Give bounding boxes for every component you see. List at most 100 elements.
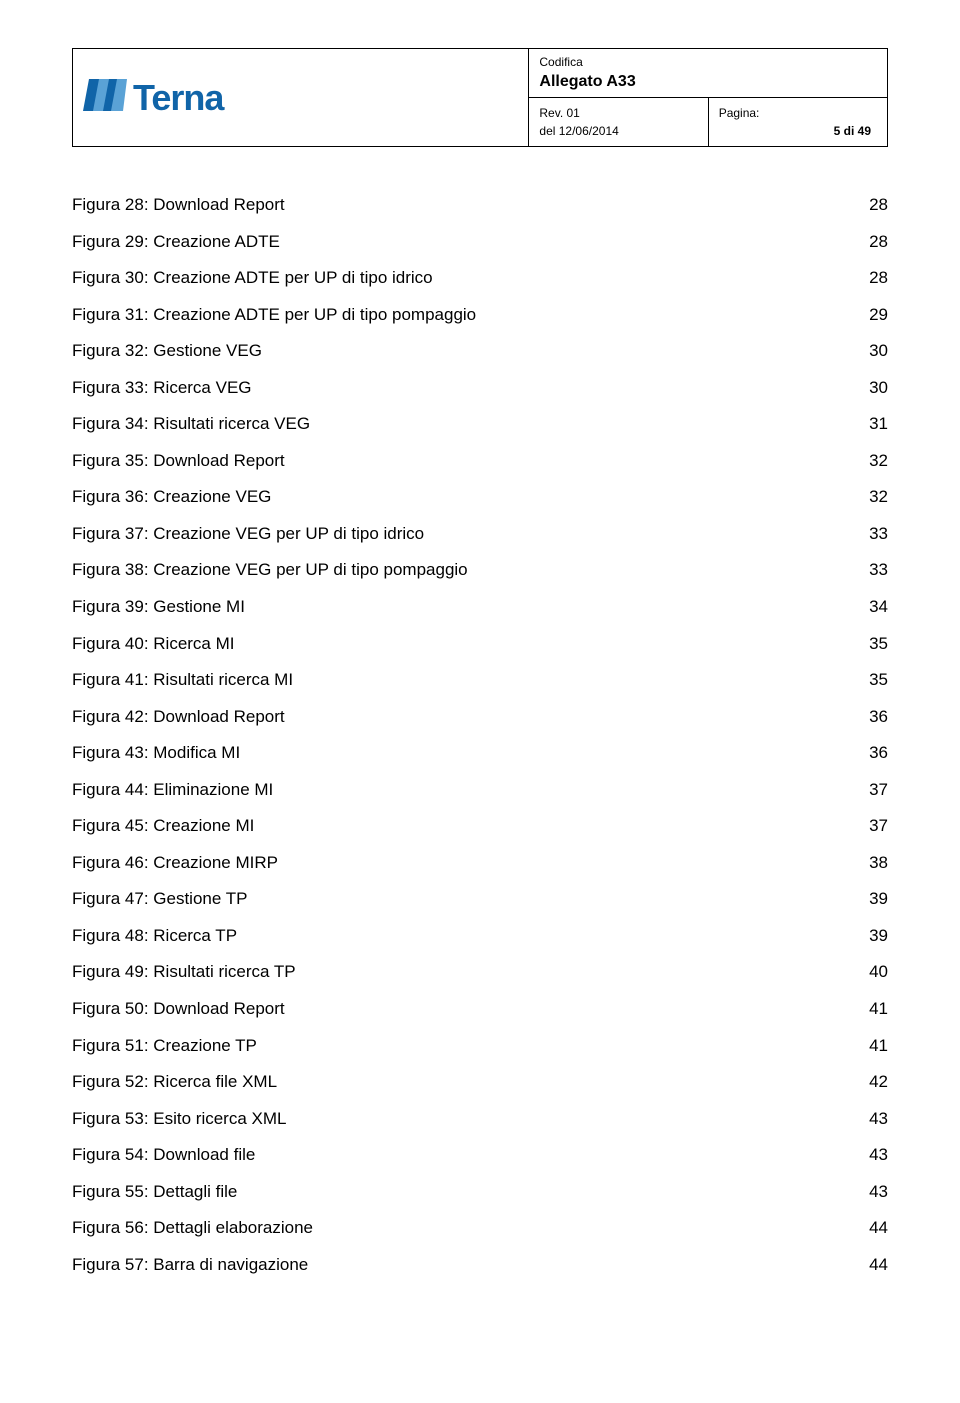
- toc-label: Figura 31: Creazione ADTE per UP di tipo…: [72, 297, 853, 334]
- revision-cell: Rev. 01 del 12/06/2014: [529, 98, 708, 147]
- allegato-label: Allegato A33: [539, 73, 877, 91]
- toc-row: Figura 37: Creazione VEG per UP di tipo …: [72, 516, 888, 553]
- toc-page-number: 36: [853, 699, 888, 736]
- toc-label: Figura 42: Download Report: [72, 699, 853, 736]
- toc-page-number: 36: [853, 735, 888, 772]
- terna-logo: Terna: [83, 75, 518, 120]
- toc-page-number: 30: [853, 333, 888, 370]
- toc-page-number: 34: [853, 589, 888, 626]
- page-cell: Pagina: 5 di 49: [708, 98, 887, 147]
- toc-page-number: 31: [853, 406, 888, 443]
- toc-page-number: 32: [853, 479, 888, 516]
- toc-row: Figura 48: Ricerca TP39: [72, 918, 888, 955]
- toc-page-number: 33: [853, 516, 888, 553]
- toc-label: Figura 40: Ricerca MI: [72, 626, 853, 663]
- toc-label: Figura 57: Barra di navigazione: [72, 1247, 853, 1284]
- toc-label: Figura 46: Creazione MIRP: [72, 845, 853, 882]
- header-info-top: Codifica Allegato A33: [529, 49, 888, 98]
- toc-row: Figura 29: Creazione ADTE28: [72, 224, 888, 261]
- toc-row: Figura 43: Modifica MI36: [72, 735, 888, 772]
- pagina-label: Pagina:: [719, 106, 760, 120]
- toc-page-number: 35: [853, 662, 888, 699]
- toc-row: Figura 44: Eliminazione MI37: [72, 772, 888, 809]
- toc-label: Figura 37: Creazione VEG per UP di tipo …: [72, 516, 853, 553]
- toc-label: Figura 51: Creazione TP: [72, 1028, 853, 1065]
- toc-row: Figura 31: Creazione ADTE per UP di tipo…: [72, 297, 888, 334]
- toc-page-number: 39: [853, 918, 888, 955]
- toc-label: Figura 39: Gestione MI: [72, 589, 853, 626]
- toc-row: Figura 30: Creazione ADTE per UP di tipo…: [72, 260, 888, 297]
- toc-row: Figura 39: Gestione MI34: [72, 589, 888, 626]
- toc-label: Figura 33: Ricerca VEG: [72, 370, 853, 407]
- toc-page-number: 28: [853, 187, 888, 224]
- toc-row: Figura 55: Dettagli file43: [72, 1174, 888, 1211]
- toc-label: Figura 41: Risultati ricerca MI: [72, 662, 853, 699]
- toc-row: Figura 41: Risultati ricerca MI35: [72, 662, 888, 699]
- toc-label: Figura 53: Esito ricerca XML: [72, 1101, 853, 1138]
- toc-label: Figura 47: Gestione TP: [72, 881, 853, 918]
- toc-label: Figura 56: Dettagli elaborazione: [72, 1210, 853, 1247]
- toc-row: Figura 54: Download file43: [72, 1137, 888, 1174]
- toc-row: Figura 36: Creazione VEG32: [72, 479, 888, 516]
- toc-page-number: 33: [853, 552, 888, 589]
- codifica-label: Codifica: [539, 55, 877, 69]
- toc-page-number: 35: [853, 626, 888, 663]
- toc-page-number: 43: [853, 1101, 888, 1138]
- toc-row: Figura 33: Ricerca VEG30: [72, 370, 888, 407]
- toc-page-number: 41: [853, 991, 888, 1028]
- toc-label: Figura 45: Creazione MI: [72, 808, 853, 845]
- toc-label: Figura 44: Eliminazione MI: [72, 772, 853, 809]
- rev-label: Rev. 01: [539, 106, 579, 120]
- toc-label: Figura 49: Risultati ricerca TP: [72, 954, 853, 991]
- toc-row: Figura 50: Download Report41: [72, 991, 888, 1028]
- toc-row: Figura 28: Download Report28: [72, 187, 888, 224]
- toc-label: Figura 36: Creazione VEG: [72, 479, 853, 516]
- toc-page-number: 37: [853, 808, 888, 845]
- toc-page-number: 41: [853, 1028, 888, 1065]
- toc-label: Figura 55: Dettagli file: [72, 1174, 853, 1211]
- toc-row: Figura 40: Ricerca MI35: [72, 626, 888, 663]
- document-page: Terna Codifica Allegato A33 Rev. 01 del …: [0, 0, 960, 1343]
- toc-label: Figura 50: Download Report: [72, 991, 853, 1028]
- toc-page-number: 38: [853, 845, 888, 882]
- toc-page-number: 43: [853, 1137, 888, 1174]
- toc-page-number: 44: [853, 1247, 888, 1284]
- toc-page-number: 37: [853, 772, 888, 809]
- toc-label: Figura 32: Gestione VEG: [72, 333, 853, 370]
- toc-label: Figura 38: Creazione VEG per UP di tipo …: [72, 552, 853, 589]
- toc-row: Figura 38: Creazione VEG per UP di tipo …: [72, 552, 888, 589]
- toc-page-number: 43: [853, 1174, 888, 1211]
- toc-row: Figura 52: Ricerca file XML42: [72, 1064, 888, 1101]
- toc-page-number: 30: [853, 370, 888, 407]
- toc-row: Figura 42: Download Report36: [72, 699, 888, 736]
- toc-label: Figura 52: Ricerca file XML: [72, 1064, 853, 1101]
- toc-page-number: 39: [853, 881, 888, 918]
- pagina-value: 5 di 49: [834, 124, 871, 138]
- toc-label: Figura 54: Download file: [72, 1137, 853, 1174]
- toc-row: Figura 46: Creazione MIRP38: [72, 845, 888, 882]
- toc-page-number: 29: [853, 297, 888, 334]
- toc-label: Figura 48: Ricerca TP: [72, 918, 853, 955]
- toc-row: Figura 49: Risultati ricerca TP40: [72, 954, 888, 991]
- toc-row: Figura 35: Download Report32: [72, 443, 888, 480]
- toc-label: Figura 30: Creazione ADTE per UP di tipo…: [72, 260, 853, 297]
- toc-page-number: 28: [853, 224, 888, 261]
- toc-row: Figura 57: Barra di navigazione44: [72, 1247, 888, 1284]
- logo-mark-icon: [83, 75, 127, 120]
- figure-list: Figura 28: Download Report28Figura 29: C…: [72, 187, 888, 1283]
- toc-page-number: 44: [853, 1210, 888, 1247]
- toc-row: Figura 51: Creazione TP41: [72, 1028, 888, 1065]
- logo-cell: Terna: [73, 49, 529, 147]
- toc-row: Figura 34: Risultati ricerca VEG31: [72, 406, 888, 443]
- toc-page-number: 28: [853, 260, 888, 297]
- toc-row: Figura 32: Gestione VEG30: [72, 333, 888, 370]
- toc-row: Figura 53: Esito ricerca XML43: [72, 1101, 888, 1138]
- logo-text: Terna: [133, 77, 223, 119]
- toc-page-number: 40: [853, 954, 888, 991]
- toc-row: Figura 56: Dettagli elaborazione44: [72, 1210, 888, 1247]
- toc-row: Figura 45: Creazione MI37: [72, 808, 888, 845]
- del-label: del 12/06/2014: [539, 124, 618, 138]
- toc-label: Figura 35: Download Report: [72, 443, 853, 480]
- toc-label: Figura 43: Modifica MI: [72, 735, 853, 772]
- toc-label: Figura 29: Creazione ADTE: [72, 224, 853, 261]
